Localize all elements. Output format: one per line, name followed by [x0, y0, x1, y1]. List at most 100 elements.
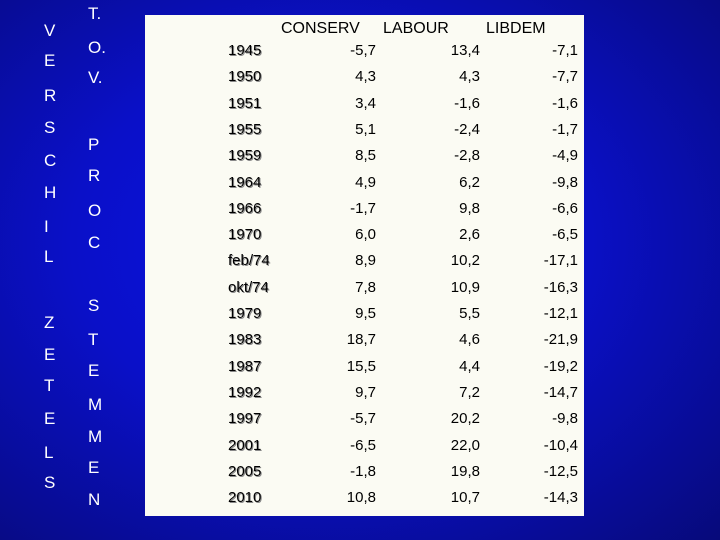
left-column-letter: R — [44, 86, 57, 105]
left-column-letter: T — [44, 376, 55, 395]
cell-libdem: -9,8 — [552, 410, 578, 428]
table-row: 1992 9,7 7,2 -14,7 — [145, 384, 584, 410]
table-row: 1979 9,5 5,5 -12,1 — [145, 305, 584, 331]
cell-labour: 19,8 — [450, 462, 480, 480]
cell-conserv: 6,0 — [355, 226, 376, 244]
row-year: 1997 — [228, 410, 262, 428]
row-year: feb/74 — [228, 252, 270, 270]
row-year: 1987 — [228, 357, 262, 375]
cell-libdem: -12,5 — [543, 462, 578, 480]
cell-libdem: -14,3 — [543, 489, 578, 507]
left-column-letter: E — [44, 345, 56, 364]
header-conserv: CONSERV — [281, 20, 360, 37]
cell-libdem: -21,9 — [543, 331, 578, 349]
left-column-letter: E — [44, 51, 56, 70]
cell-conserv: 5,1 — [355, 120, 376, 138]
header-libdem: LIBDEM — [486, 20, 546, 37]
left-column-letter: V — [44, 21, 56, 40]
cell-conserv: -1,7 — [350, 199, 376, 217]
table-row: 1955 5,1 -2,4 -1,7 — [145, 121, 584, 147]
cell-labour: 6,2 — [459, 173, 480, 191]
table-row: 2010 10,8 10,7 -14,3 — [145, 489, 584, 515]
cell-libdem: -10,4 — [543, 436, 578, 454]
cell-labour: 7,2 — [459, 383, 480, 401]
table-row: 2005 -1,8 19,8 -12,5 — [145, 463, 584, 489]
row-year: 1951 — [228, 94, 262, 112]
cell-conserv: 4,9 — [355, 173, 376, 191]
cell-labour: 4,4 — [459, 357, 480, 375]
right-column-letter: M — [88, 427, 103, 446]
cell-conserv: -6,5 — [350, 436, 376, 454]
cell-labour: 9,8 — [459, 199, 480, 217]
table-row: 1997 -5,7 20,2 -9,8 — [145, 410, 584, 436]
row-year: 1983 — [228, 331, 262, 349]
cell-conserv: -5,7 — [350, 42, 376, 59]
cell-libdem: -7,1 — [552, 42, 578, 59]
right-column-letter: O — [88, 201, 102, 220]
right-column-letter: P — [88, 135, 100, 154]
table-row: feb/74 8,9 10,2 -17,1 — [145, 252, 584, 278]
cell-labour: 20,2 — [450, 410, 480, 428]
table-row: 1970 6,0 2,6 -6,5 — [145, 226, 584, 252]
row-year: 1950 — [228, 68, 262, 86]
cell-conserv: 4,3 — [355, 68, 376, 86]
cell-conserv: 9,5 — [355, 305, 376, 322]
left-column-letter: I — [44, 217, 49, 236]
row-year: 1955 — [228, 120, 262, 138]
cell-libdem: -1,7 — [552, 120, 578, 138]
row-year: 1992 — [228, 383, 262, 401]
table-row: 1964 4,9 6,2 -9,8 — [145, 174, 584, 200]
cell-libdem: -19,2 — [543, 357, 578, 375]
cell-libdem: -16,3 — [543, 278, 578, 296]
cell-conserv: -1,8 — [350, 462, 376, 480]
row-year: 1966 — [228, 199, 262, 217]
left-column-letter: C — [44, 151, 57, 170]
cell-labour: 10,2 — [450, 252, 480, 270]
right-column-letter: T — [88, 330, 99, 349]
cell-libdem: -14,7 — [543, 383, 578, 401]
right-column-letter: C — [88, 233, 101, 252]
cell-libdem: -6,5 — [552, 226, 578, 244]
left-column-letter: L — [44, 443, 54, 462]
right-column-letter: N — [88, 490, 101, 509]
cell-conserv: 8,5 — [355, 147, 376, 165]
row-year: 1979 — [228, 305, 262, 322]
cell-labour: 10,9 — [450, 278, 480, 296]
cell-conserv: 9,7 — [355, 383, 376, 401]
cell-labour: 4,6 — [459, 331, 480, 349]
row-year: okt/74 — [228, 278, 269, 296]
table-row: 1987 15,5 4,4 -19,2 — [145, 358, 584, 384]
left-column-letter: S — [44, 118, 56, 137]
table-row: 1951 3,4 -1,6 -1,6 — [145, 95, 584, 121]
left-column-letter: Z — [44, 313, 55, 332]
left-column-letter: E — [44, 409, 56, 428]
cell-conserv: 3,4 — [355, 94, 376, 112]
cell-conserv: -5,7 — [350, 410, 376, 428]
cell-libdem: -1,6 — [552, 94, 578, 112]
row-year: 1945 — [228, 42, 262, 59]
row-year: 1970 — [228, 226, 262, 244]
cell-libdem: -9,8 — [552, 173, 578, 191]
right-column-letter: E — [88, 458, 100, 477]
cell-labour: 2,6 — [459, 226, 480, 244]
cell-conserv: 18,7 — [346, 331, 376, 349]
table-row: 2001 -6,5 22,0 -10,4 — [145, 437, 584, 463]
right-column-letter: O. — [88, 38, 106, 57]
cell-labour: 4,3 — [459, 68, 480, 86]
cell-labour: 22,0 — [450, 436, 480, 454]
header-labour: LABOUR — [383, 20, 449, 37]
right-column-letter: M — [88, 395, 103, 414]
row-year: 2005 — [228, 462, 262, 480]
cell-labour: 10,7 — [450, 489, 480, 507]
cell-labour: -2,4 — [454, 120, 480, 138]
table-row: 1950 4,3 4,3 -7,7 — [145, 68, 584, 94]
table-row: 1966 -1,7 9,8 -6,6 — [145, 200, 584, 226]
cell-labour: 13,4 — [450, 42, 480, 59]
results-table: CONSERV LABOUR LIBDEM 1945 -5,7 13,4 -7,1 19… — [145, 15, 584, 516]
right-column-letter: V. — [88, 68, 103, 87]
row-year: 1959 — [228, 147, 262, 165]
cell-libdem: -6,6 — [552, 199, 578, 217]
row-year: 1964 — [228, 173, 262, 191]
cell-libdem: -12,1 — [543, 305, 578, 322]
right-column-letter: R — [88, 166, 101, 185]
